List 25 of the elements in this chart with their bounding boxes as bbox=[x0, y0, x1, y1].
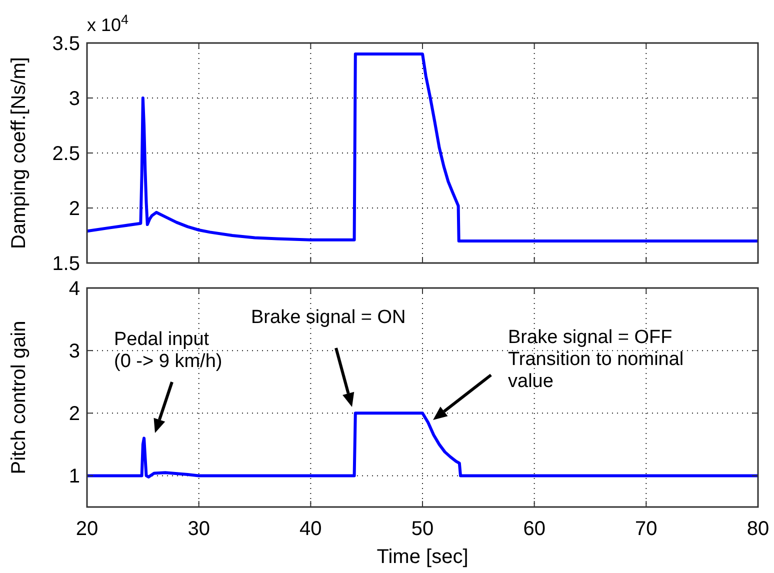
y-tick-label: 2 bbox=[68, 403, 80, 426]
annotation: Brake signal = ON bbox=[251, 307, 406, 328]
y-tick-label: 1.5 bbox=[52, 253, 80, 275]
y-tick-label: 2.5 bbox=[52, 143, 80, 165]
line-series bbox=[86, 52, 760, 242]
x-tick-label: 20 bbox=[76, 518, 98, 540]
y-tick-label: 3 bbox=[68, 88, 80, 110]
y-tick-label: 3 bbox=[68, 340, 80, 363]
y-axis-title: Damping coeff.[Ns/m] bbox=[8, 57, 30, 249]
x-axis-title: Time [sec] bbox=[376, 546, 468, 568]
x-tick-label: 80 bbox=[746, 518, 770, 540]
x-tick-label: 70 bbox=[635, 518, 658, 540]
x-tick-label: 30 bbox=[188, 518, 210, 540]
y-tick-label: 4 bbox=[68, 278, 80, 300]
annotation: Pedal input (0 -> 9 km/h) bbox=[114, 329, 222, 372]
x-tick-label: 50 bbox=[411, 518, 434, 540]
y-tick-label: 2 bbox=[68, 198, 80, 220]
x-tick-label: 40 bbox=[300, 518, 322, 540]
y-axis-title: Pitch control gain bbox=[8, 320, 30, 474]
x-tick-label: 60 bbox=[523, 518, 546, 540]
annotation: Brake signal = OFF Transition to nominal value bbox=[508, 327, 684, 392]
y-tick-label: 3.5 bbox=[52, 33, 80, 55]
text: x 10$^{4}$ bbox=[87, 12, 130, 35]
y-tick-label: 1 bbox=[68, 466, 80, 488]
line-series bbox=[86, 412, 760, 478]
